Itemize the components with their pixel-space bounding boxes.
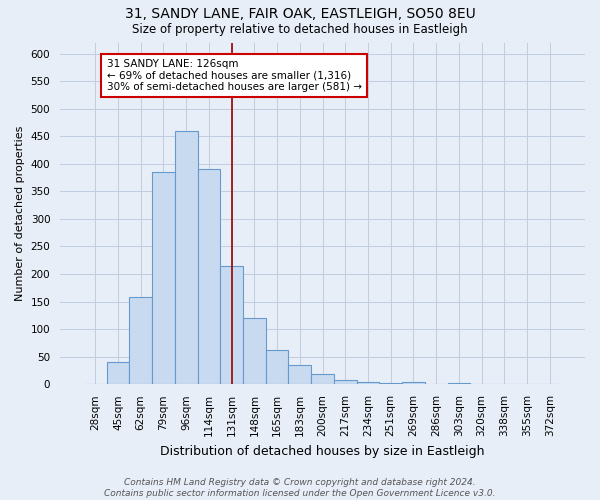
Text: Size of property relative to detached houses in Eastleigh: Size of property relative to detached ho… xyxy=(132,22,468,36)
Bar xyxy=(152,172,175,384)
Bar xyxy=(130,297,152,384)
Bar xyxy=(175,130,197,384)
Bar xyxy=(311,374,334,384)
Bar xyxy=(448,383,470,384)
Bar xyxy=(243,318,266,384)
Text: Contains HM Land Registry data © Crown copyright and database right 2024.
Contai: Contains HM Land Registry data © Crown c… xyxy=(104,478,496,498)
Y-axis label: Number of detached properties: Number of detached properties xyxy=(15,126,25,301)
Bar xyxy=(402,382,425,384)
Bar xyxy=(266,350,289,384)
Bar xyxy=(220,266,243,384)
Bar xyxy=(197,170,220,384)
Bar xyxy=(289,365,311,384)
Bar xyxy=(356,382,379,384)
Bar xyxy=(107,362,130,384)
Text: 31 SANDY LANE: 126sqm
← 69% of detached houses are smaller (1,316)
30% of semi-d: 31 SANDY LANE: 126sqm ← 69% of detached … xyxy=(107,59,362,92)
Bar xyxy=(334,380,356,384)
Bar xyxy=(379,383,402,384)
Text: 31, SANDY LANE, FAIR OAK, EASTLEIGH, SO50 8EU: 31, SANDY LANE, FAIR OAK, EASTLEIGH, SO5… xyxy=(125,8,475,22)
X-axis label: Distribution of detached houses by size in Eastleigh: Distribution of detached houses by size … xyxy=(160,444,485,458)
